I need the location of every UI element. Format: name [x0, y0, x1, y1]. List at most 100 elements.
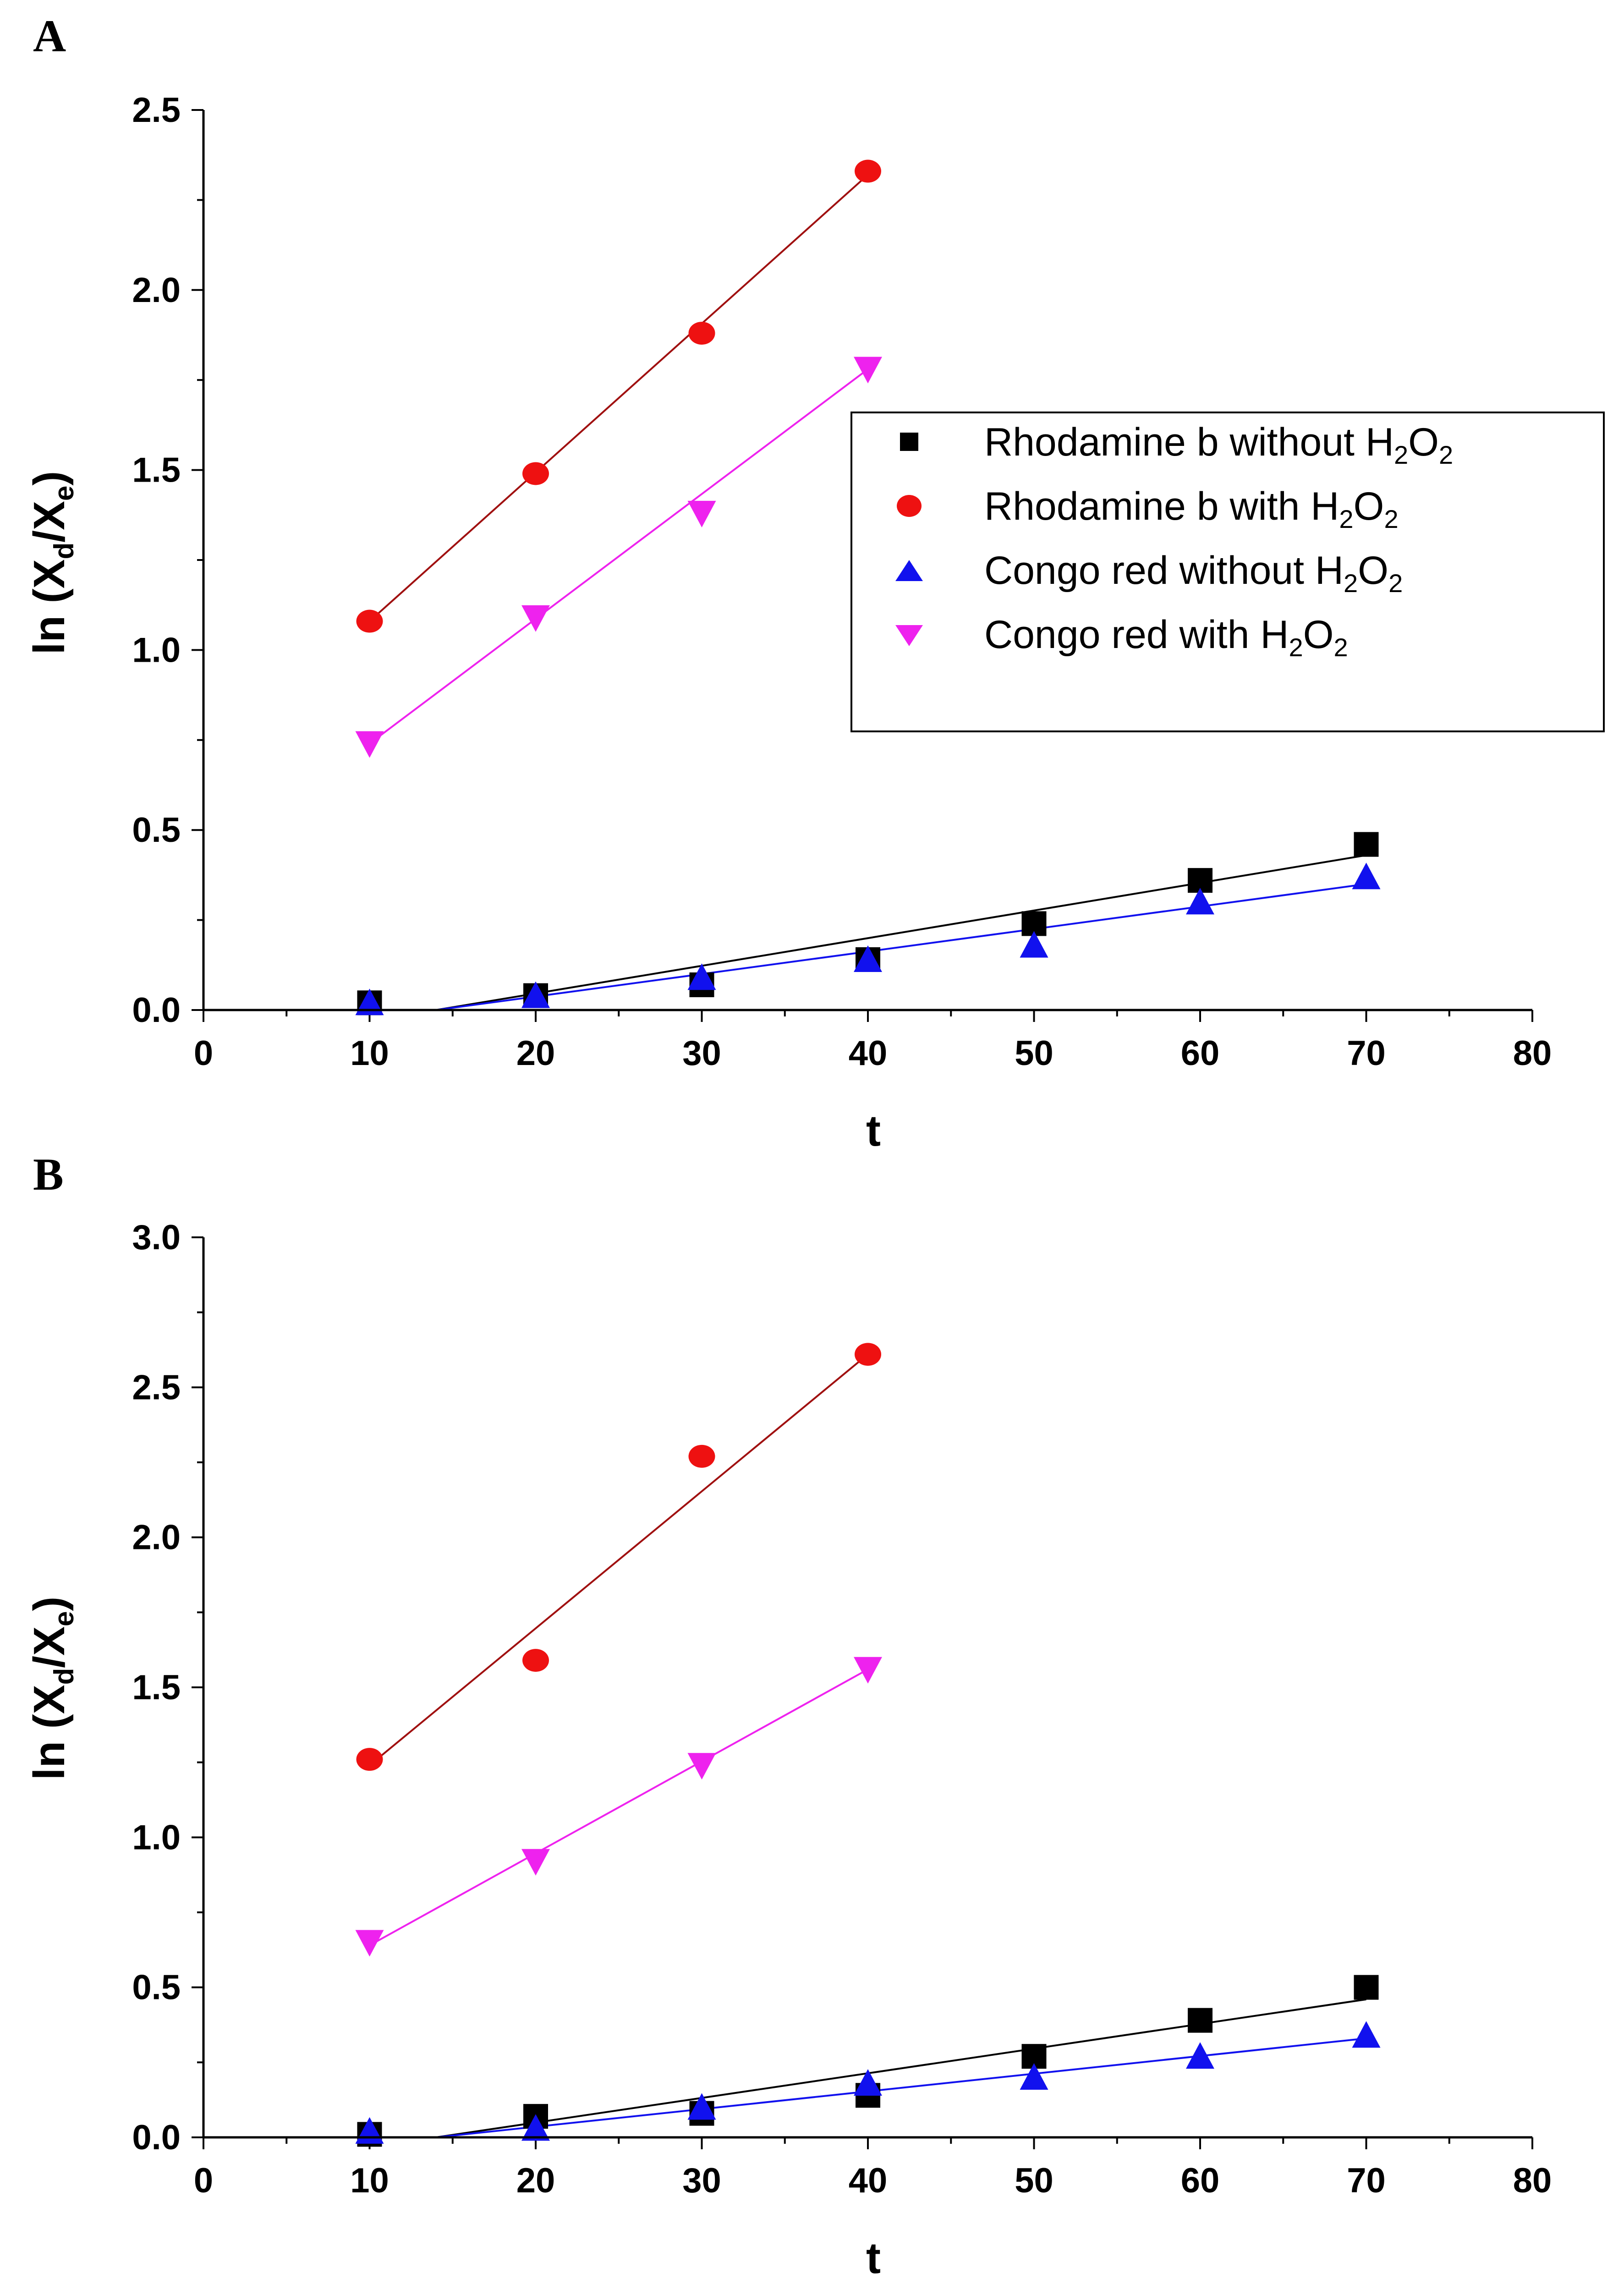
data-point-circle-marker	[855, 1343, 881, 1366]
data-point-triangle-down-marker	[854, 1657, 882, 1684]
x-tick-label: 40	[849, 2161, 888, 2200]
panel-b-ticks: 0 10 20 30 40 50 60 70 80 0.0 0.5 1.0 1.5 2.0 2.5 3.0	[132, 1218, 1552, 2200]
data-point-triangle-down-marker	[687, 1753, 716, 1780]
x-tick-label: 0	[194, 1034, 213, 1073]
data-point-triangle-up-marker	[1020, 2063, 1048, 2090]
data-point-triangle-down-marker	[687, 500, 716, 527]
fit-line-series-1	[369, 174, 869, 622]
legend-box	[850, 412, 1605, 732]
legend-circle-marker	[897, 495, 922, 517]
x-tick-label: 50	[1015, 2161, 1053, 2200]
data-point-square-marker	[1188, 2008, 1213, 2033]
svg-text:Rhodamine b without H2O2: Rhodamine b without H2O2	[984, 420, 1453, 469]
panel-b-axes	[202, 1237, 1532, 2139]
panel-a-ticks: 0 10 20 30 40 50 60 70 80 0.0 0.5 1.0 1.5 2.0 2.5	[132, 91, 1552, 1073]
data-point-circle-marker	[356, 1748, 383, 1771]
x-tick-label: 30	[682, 2161, 721, 2200]
legend-label: Rhodamine b without H	[984, 420, 1394, 464]
x-tick-label: 50	[1015, 1034, 1053, 1073]
x-tick-label: 70	[1347, 2161, 1386, 2200]
data-point-circle-marker	[855, 159, 881, 183]
fit-line-series-2	[436, 2037, 1366, 2138]
panel-label-b: B	[33, 1149, 64, 1200]
data-point-triangle-up-marker	[854, 2069, 882, 2096]
data-point-circle-marker	[688, 1444, 715, 1468]
x-tick-label: 60	[1181, 2161, 1220, 2200]
data-point-triangle-up-marker	[1352, 2021, 1381, 2048]
legend-item-congo-with: Congo red with H2O2	[895, 613, 1348, 662]
svg-text:Rhodamine b with H2O2: Rhodamine b with H2O2	[984, 484, 1399, 533]
legend-triangle-up-marker	[895, 560, 923, 581]
fit-line-series-2	[436, 883, 1366, 1011]
y-axis-title-a: ln (Xd/Xe)	[25, 471, 79, 655]
x-axis-title-a: t	[866, 1106, 881, 1155]
data-point-square-marker	[1354, 832, 1379, 857]
fit-line-series-3	[369, 1668, 868, 1946]
legend: Rhodamine b without H2O2 Rhodamine b wit…	[850, 412, 1605, 732]
y-axis-title-b: ln (Xd/Xe)	[25, 1597, 79, 1780]
data-point-triangle-up-marker	[687, 963, 716, 990]
x-axis-title-b: t	[866, 2234, 881, 2283]
data-point-triangle-down-marker	[854, 357, 882, 384]
x-tick-label: 30	[682, 1034, 721, 1073]
x-tick-label: 20	[516, 1034, 555, 1073]
data-point-circle-marker	[356, 609, 383, 633]
data-point-square-marker	[1354, 1975, 1379, 2000]
data-point-triangle-up-marker	[854, 945, 882, 972]
fit-line-series-1	[369, 1353, 869, 1766]
y-tick-label: 2.0	[132, 1518, 181, 1557]
data-point-triangle-down-marker	[355, 731, 384, 758]
x-tick-label: 40	[849, 1034, 888, 1073]
fit-line-series-0	[436, 1998, 1366, 2138]
y-tick-label: 0.5	[132, 1968, 181, 2007]
data-point-circle-marker	[688, 322, 715, 345]
legend-item-rhodamine-without: Rhodamine b without H2O2	[900, 420, 1453, 469]
panel-a-axes	[202, 110, 1532, 1011]
y-tick-label: 0.0	[132, 2118, 181, 2157]
x-tick-label: 0	[194, 2161, 213, 2200]
data-point-triangle-up-marker	[1020, 931, 1048, 958]
y-tick-label: 1.0	[132, 631, 181, 670]
data-point-triangle-up-marker	[521, 981, 550, 1008]
x-tick-label: 10	[350, 2161, 389, 2200]
data-point-triangle-up-marker	[1352, 862, 1381, 889]
x-tick-label: 70	[1347, 1034, 1386, 1073]
data-point-triangle-down-marker	[521, 1849, 550, 1876]
y-tick-label: 1.0	[132, 1818, 181, 1857]
y-tick-label: 1.5	[132, 451, 181, 490]
x-tick-label: 60	[1181, 1034, 1220, 1073]
y-tick-label: 2.0	[132, 271, 181, 310]
y-tick-label: 2.5	[132, 1368, 181, 1407]
panel-a: A 0 10 20 30 40 50 60 70 800.00.51.01.52.02.5 t …	[25, 11, 1605, 1155]
legend-item-congo-without: Congo red without H2O2	[895, 549, 1403, 598]
x-tick-label: 20	[516, 2161, 555, 2200]
legend-item-rhodamine-with: Rhodamine b with H2O2	[897, 484, 1399, 533]
y-tick-label: 0.5	[132, 811, 181, 850]
panel-a-points	[355, 159, 1381, 1016]
data-point-triangle-down-marker	[521, 605, 550, 632]
legend-square-marker	[900, 433, 918, 451]
y-tick-label: 0.0	[132, 991, 181, 1030]
data-point-triangle-up-marker	[355, 988, 384, 1016]
legend-label: Congo red without H	[984, 549, 1344, 593]
data-point-triangle-up-marker	[687, 2093, 716, 2120]
data-point-circle-marker	[522, 462, 549, 485]
data-point-triangle-down-marker	[355, 1930, 384, 1957]
data-point-triangle-up-marker	[1186, 888, 1214, 915]
y-tick-label: 3.0	[132, 1218, 181, 1257]
fit-line-series-3	[369, 368, 869, 745]
data-point-triangle-up-marker	[521, 2114, 550, 2141]
y-tick-label: 1.5	[132, 1668, 181, 1707]
legend-triangle-down-marker	[895, 625, 923, 646]
fit-line-series-0	[436, 854, 1366, 1011]
panel-b: B 0 10 20 30 40 50 60 70 80 0.0 0.5 1.0 1.5 2.0 2.5 3.0…	[25, 1149, 1552, 2283]
panel-b-points	[355, 1343, 1381, 2147]
svg-text:Congo red without H2O2: Congo red without H2O2	[984, 549, 1403, 598]
legend-label: Congo red with H	[984, 613, 1289, 657]
data-point-circle-marker	[522, 1649, 549, 1672]
x-tick-label: 10	[350, 1034, 389, 1073]
x-tick-label: 80	[1513, 2161, 1552, 2200]
x-tick-label: 80	[1513, 1034, 1552, 1073]
legend-label: Rhodamine b with H	[984, 484, 1339, 528]
